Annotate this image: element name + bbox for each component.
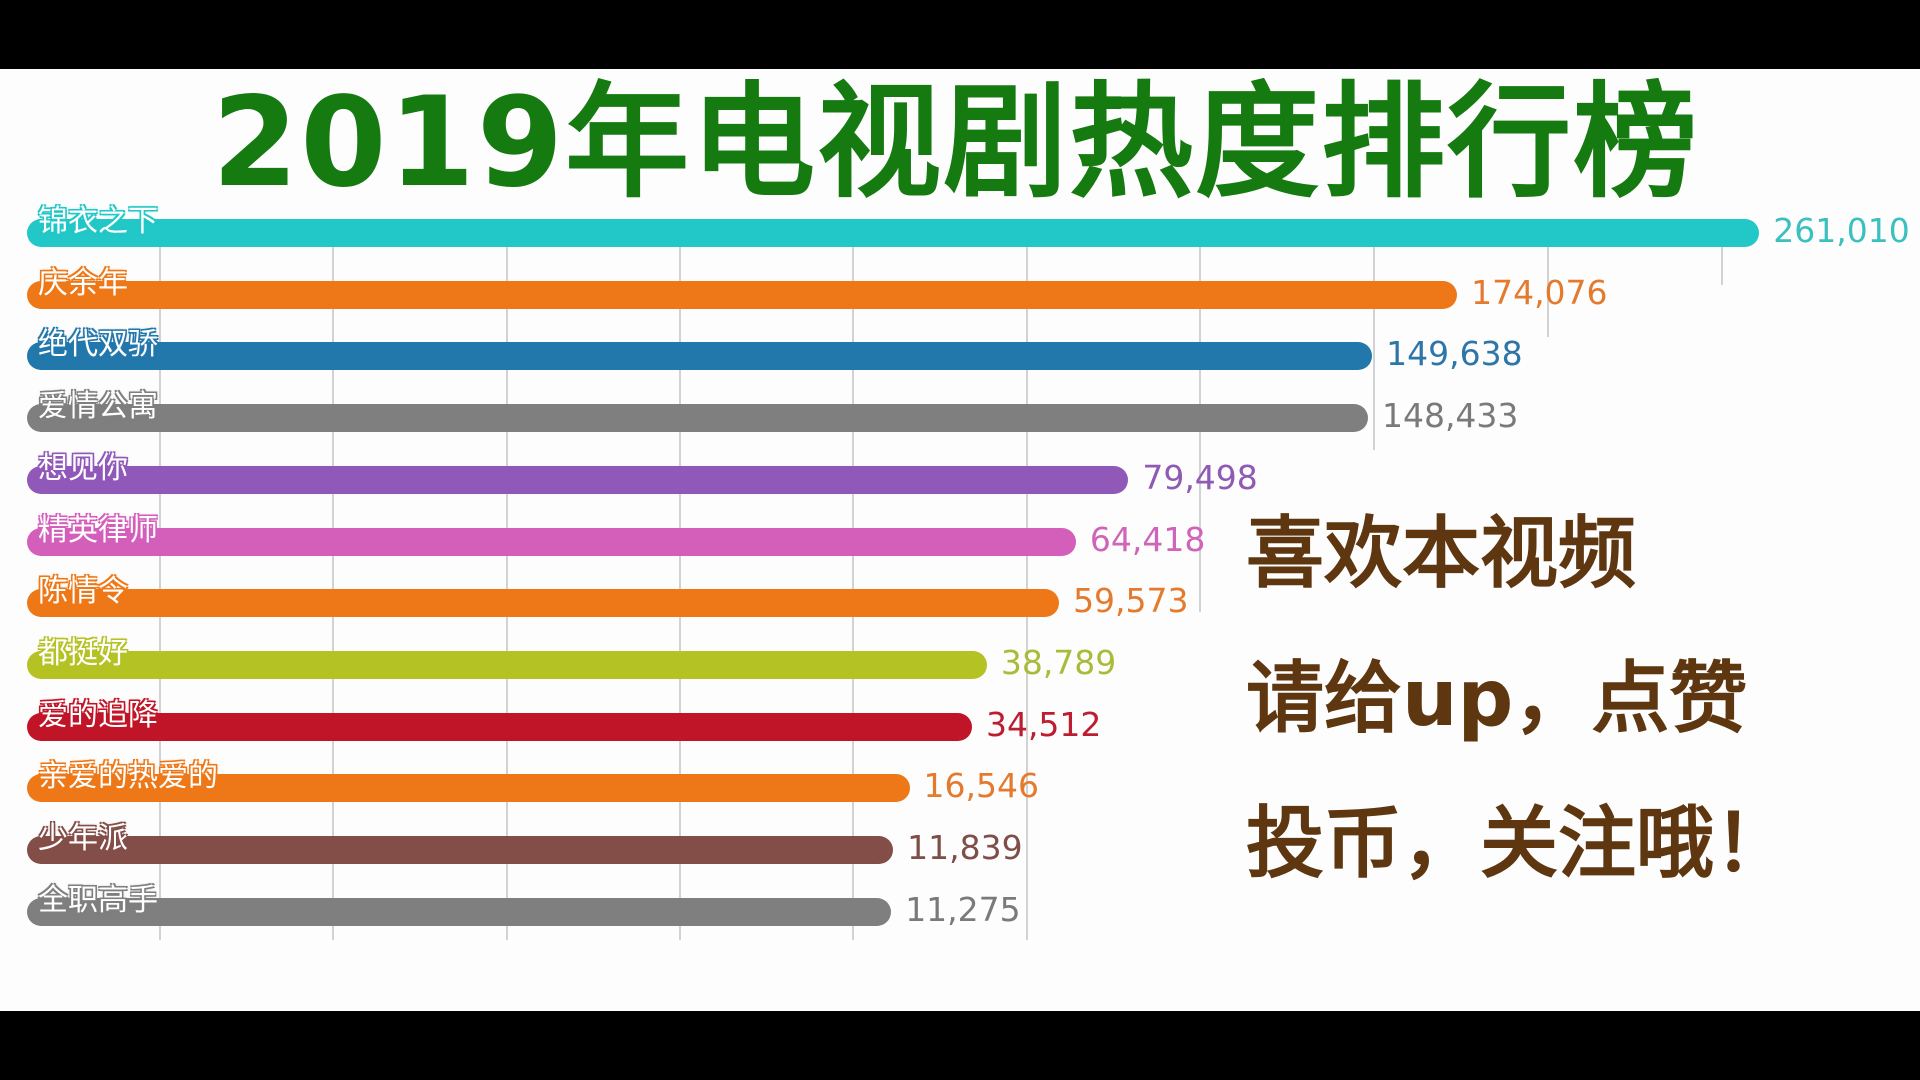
bar	[27, 650, 987, 679]
letterbox-bottom	[0, 1011, 1920, 1080]
bar-value: 16,546	[923, 766, 1039, 806]
chart-canvas: 2019年电视剧热度排行榜 锦衣之下 261,010 庆余年 174,076 绝代双骄 1…	[0, 69, 1920, 1011]
bar-label: 爱的追降	[38, 697, 158, 733]
bar-row: 爱的追降 34,512	[0, 697, 1920, 742]
bar-row: 精英律师 64,418	[0, 512, 1920, 557]
bar-row: 庆余年 174,076	[0, 265, 1920, 310]
bar-value: 261,010	[1773, 211, 1910, 250]
cta-line-1: 喜欢本视频	[1246, 509, 1637, 599]
bar	[27, 280, 1458, 309]
gridline	[852, 219, 854, 940]
bar-label: 全职高手	[38, 882, 158, 918]
bar-row: 都挺好 38,789	[0, 635, 1920, 680]
bar-row: 绝代双骄 149,638	[0, 327, 1920, 372]
gridline	[159, 219, 161, 940]
letterbox-top	[0, 0, 1920, 69]
gridline	[332, 219, 334, 940]
bar-value: 34,512	[985, 704, 1102, 744]
bar-value: 148,433	[1381, 396, 1519, 436]
bar	[27, 342, 1373, 371]
bar-row: 陈情令 59,573	[0, 574, 1920, 619]
bar	[27, 527, 1076, 556]
bar-value: 64,418	[1089, 519, 1206, 559]
bar-label: 少年派	[38, 821, 128, 856]
bar-row: 爱情公寓 148,433	[0, 389, 1920, 434]
bar-label: 精英律师	[38, 512, 158, 548]
bar	[27, 897, 892, 926]
gridline	[679, 219, 681, 940]
bar-value: 149,638	[1386, 334, 1523, 374]
cta-line-3: 投币，关注哦！	[1246, 799, 1793, 889]
bar	[27, 589, 1060, 618]
gridline	[1026, 219, 1028, 940]
bar-value: 11,275	[905, 889, 1021, 929]
bar	[27, 836, 894, 864]
bar-label: 绝代双骄	[38, 327, 158, 363]
bar	[27, 465, 1129, 494]
bar-value: 11,839	[907, 828, 1023, 867]
bar-label: 亲爱的热爱的	[38, 759, 218, 795]
bar-value: 174,076	[1471, 272, 1608, 312]
bar-row: 亲爱的热爱的 16,546	[0, 759, 1920, 804]
gridline	[1373, 219, 1375, 450]
bar-value: 59,573	[1073, 581, 1189, 621]
gridline	[506, 219, 508, 940]
gridline	[1547, 219, 1549, 337]
bar-label: 都挺好	[38, 635, 128, 671]
bar-label: 爱情公寓	[38, 389, 158, 425]
bar-row: 想见你 79,498	[0, 450, 1920, 495]
bar-row: 全职高手 11,275	[0, 882, 1920, 927]
chart-title: 2019年电视剧热度排行榜	[212, 71, 1700, 215]
bar-label: 锦衣之下	[38, 204, 158, 239]
bar-label: 陈情令	[38, 574, 128, 610]
bar	[27, 404, 1368, 433]
gridline	[1721, 219, 1723, 285]
cta-line-2: 请给up，点赞	[1246, 654, 1748, 744]
bar	[27, 774, 910, 803]
bar	[27, 712, 972, 741]
bar-label: 庆余年	[38, 265, 128, 301]
bar-row: 少年派 11,839	[0, 821, 1920, 866]
bar-row: 锦衣之下 261,010	[0, 204, 1920, 249]
bar	[27, 219, 1760, 247]
bar-value: 79,498	[1142, 457, 1258, 497]
bar-value: 38,789	[1000, 642, 1117, 682]
bar-label: 想见你	[38, 450, 128, 486]
